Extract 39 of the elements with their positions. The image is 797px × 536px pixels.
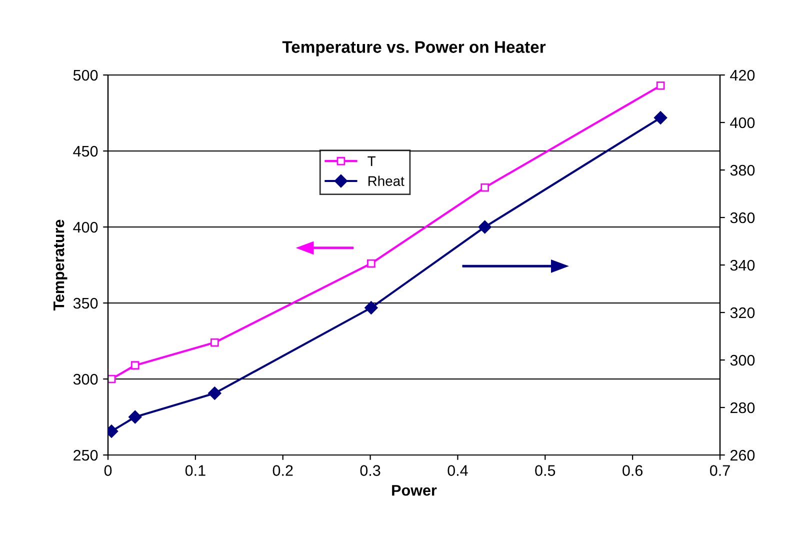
y2-tick-label: 420 — [730, 70, 755, 81]
y2-tick-label: 280 — [730, 402, 755, 414]
x-tick-label: 0 — [104, 465, 112, 476]
y2-tick-label: 340 — [730, 260, 755, 271]
x-tick-label: 0.7 — [710, 465, 730, 476]
point — [364, 301, 378, 314]
y-tick-label: 300 — [73, 374, 98, 385]
point — [656, 81, 665, 90]
x-axis-title: Power — [392, 485, 437, 496]
point — [108, 374, 116, 384]
point — [366, 259, 376, 268]
y-tick-label: 450 — [73, 146, 98, 157]
point — [208, 386, 222, 400]
legend-label: T — [368, 156, 376, 166]
point — [654, 111, 668, 124]
y-tick-label: 250 — [74, 450, 98, 461]
legend-label: Rheat — [368, 176, 404, 186]
y2-tick-label: 300 — [730, 354, 755, 366]
x-tick-label: 0.4 — [448, 465, 468, 476]
point — [128, 410, 142, 424]
chart-title: Temperature vs. Power on Heater — [282, 41, 546, 56]
y-tick-label: 400 — [73, 222, 98, 233]
point — [130, 361, 140, 370]
point — [480, 183, 489, 192]
y2-tick-label: 260 — [730, 450, 755, 461]
y2-tick-label: 360 — [730, 212, 755, 224]
point — [478, 220, 492, 234]
x-tick-label: 0.3 — [360, 465, 380, 476]
y-axis-title: Temperature — [54, 220, 68, 311]
point — [210, 338, 219, 347]
x-tick-label: 0.2 — [272, 465, 293, 476]
y-tick-label: 350 — [73, 298, 98, 309]
x-tick-label: 0.1 — [185, 465, 206, 476]
y-tick-label: 500 — [73, 70, 98, 81]
x-tick-label: 0.6 — [622, 465, 643, 476]
y2-tick-label: 380 — [730, 164, 755, 176]
x-tick-label: 0.5 — [535, 465, 556, 476]
y2-tick-label: 400 — [730, 117, 755, 128]
y2-tick-label: 320 — [730, 307, 755, 318]
